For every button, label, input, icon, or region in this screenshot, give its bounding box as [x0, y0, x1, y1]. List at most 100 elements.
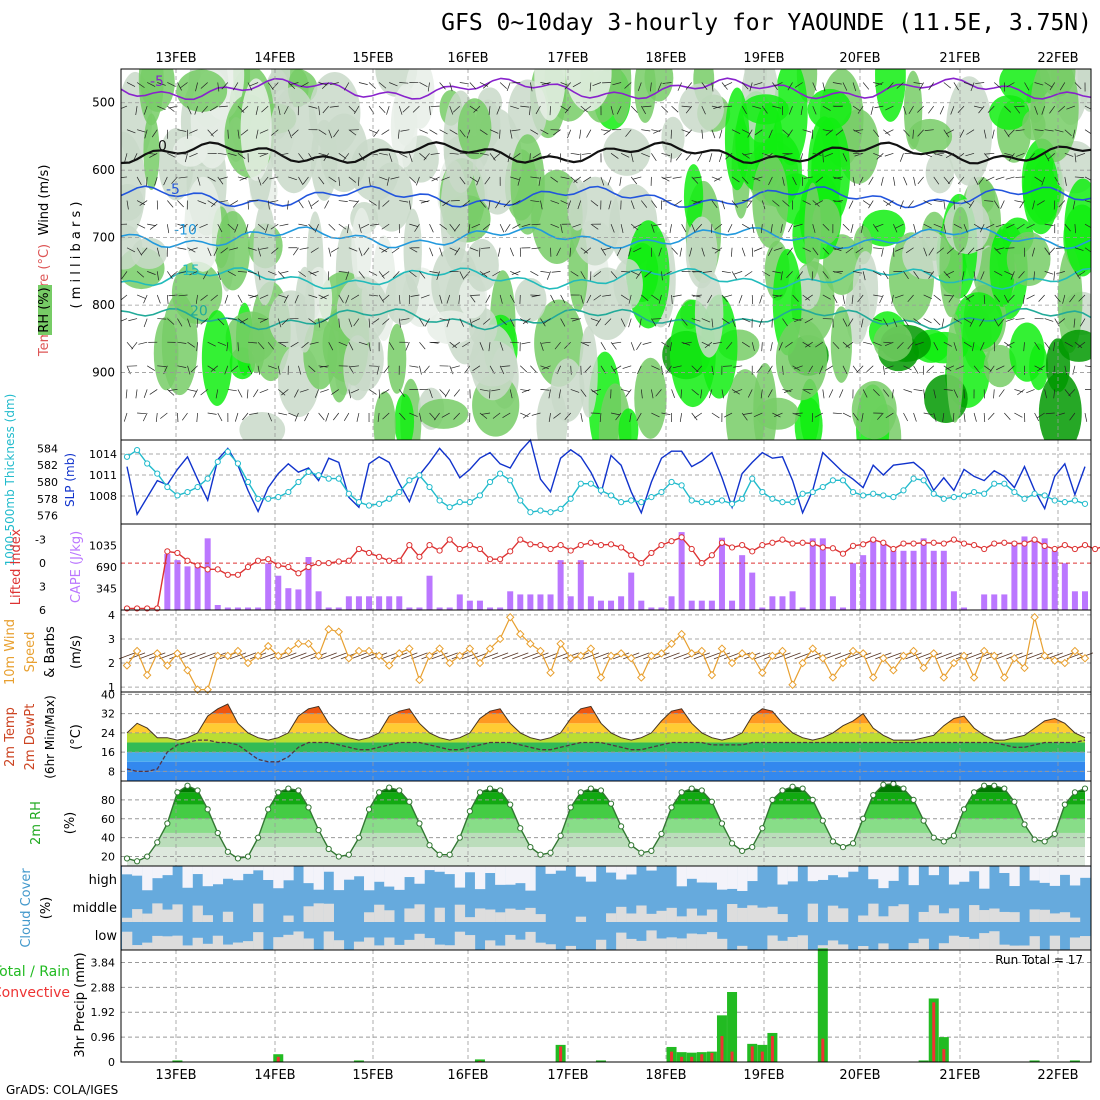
wind-barb [277, 318, 282, 328]
wind-barb [229, 652, 247, 660]
rh2m-point [658, 830, 665, 837]
cloud-gap [273, 866, 284, 889]
wind-barb [370, 223, 380, 226]
wind-barb [786, 247, 793, 256]
wind-barb [868, 200, 874, 209]
rh-cell [403, 208, 422, 293]
wind-barb [126, 200, 129, 210]
wind-barb [883, 318, 889, 327]
wind-barb [802, 389, 811, 395]
cloud-gap [122, 917, 133, 922]
wind-barb [987, 412, 995, 420]
y-tick-label: 345 [96, 583, 117, 596]
wind-barb [767, 389, 773, 398]
wind-barb [580, 247, 589, 254]
cape-bar [850, 563, 857, 610]
wind-barb [348, 200, 358, 202]
cloud-gap [152, 866, 163, 879]
wind-barb [613, 365, 622, 371]
wind-barb [1078, 294, 1086, 302]
wind-barb [1023, 342, 1025, 352]
thickness-point [708, 499, 715, 506]
cloud-gap [1069, 917, 1081, 922]
wind-barb [701, 341, 711, 347]
wind-barb [780, 271, 783, 281]
date-label-bottom: 22FEB [1037, 1068, 1078, 1083]
cape-bar [557, 560, 564, 610]
rh2m-point [194, 787, 201, 794]
lifted-index-point [355, 545, 363, 553]
cloud-gap [606, 866, 617, 873]
temp-axis-label-b: 2m DewPt [23, 704, 38, 771]
wind-barb [913, 271, 920, 279]
wind-barb [482, 82, 491, 89]
rh-band [127, 818, 1085, 833]
wind-barb [320, 318, 329, 323]
wind-barb [1084, 365, 1091, 368]
wind-barb [653, 129, 662, 134]
wind-barb [463, 271, 471, 279]
cape-bar [224, 607, 231, 610]
wind-barb [522, 412, 531, 419]
wind-barb [1026, 652, 1043, 660]
wind-barb [679, 412, 682, 422]
wind-barb [862, 82, 870, 90]
wind-barb [430, 152, 440, 155]
lifted-index-point [1051, 545, 1058, 553]
wind-barb [583, 176, 592, 183]
thickness-point [376, 500, 383, 507]
wind-barb [671, 389, 675, 398]
wind-barb [673, 652, 690, 660]
cloud-gap [958, 866, 970, 882]
thickness-point [123, 453, 131, 460]
wind-barb [630, 153, 634, 163]
cloud-gap [676, 866, 687, 887]
lifted-index-point [396, 557, 403, 564]
wind-barb [625, 389, 632, 397]
thickness-point [497, 470, 504, 477]
cloud-gap [343, 866, 355, 880]
wind-barb [1009, 153, 1015, 161]
wind-barb [854, 129, 864, 132]
cloud-gap [293, 931, 304, 950]
lifted-index-point [345, 557, 352, 564]
wind-barb [824, 652, 842, 660]
wind-barb [583, 105, 592, 112]
wind-barb [852, 105, 861, 112]
wind-barb [805, 294, 813, 301]
thickness-point [436, 497, 443, 504]
wind-barb [1069, 294, 1076, 303]
cloud-gap [404, 908, 415, 922]
wind-barb [401, 652, 418, 660]
cape-bar [739, 555, 746, 610]
wind-barb [261, 105, 269, 113]
cape-bar [759, 607, 766, 610]
cloud-gap [444, 866, 455, 875]
wind-barb [470, 294, 480, 296]
cloud-gap [485, 866, 496, 874]
wind-barb [179, 652, 196, 660]
wind-barb [338, 223, 347, 230]
wind-barb [358, 224, 362, 233]
wind-barb [782, 176, 785, 186]
wind-barb [963, 294, 971, 302]
wind-barb [784, 652, 801, 660]
cape-bar [668, 596, 675, 610]
lifted-index-point [890, 545, 897, 553]
wind-barb [215, 389, 219, 399]
thickness-point [739, 495, 746, 502]
wind-barb [531, 412, 541, 416]
cloud-gap [696, 915, 708, 922]
wind-barb [532, 652, 549, 660]
wind-barb [903, 365, 912, 371]
temp-band [127, 713, 1085, 724]
lifted-index-point [1021, 540, 1028, 547]
wind-barb [996, 652, 1013, 660]
wind-barb [379, 152, 388, 156]
cloud-gap [525, 866, 536, 891]
wind-barb [1064, 176, 1067, 186]
wind-barb [802, 200, 811, 205]
wind-barb [685, 105, 692, 114]
wind-barb [973, 105, 983, 109]
wind-barb [1004, 412, 1011, 420]
